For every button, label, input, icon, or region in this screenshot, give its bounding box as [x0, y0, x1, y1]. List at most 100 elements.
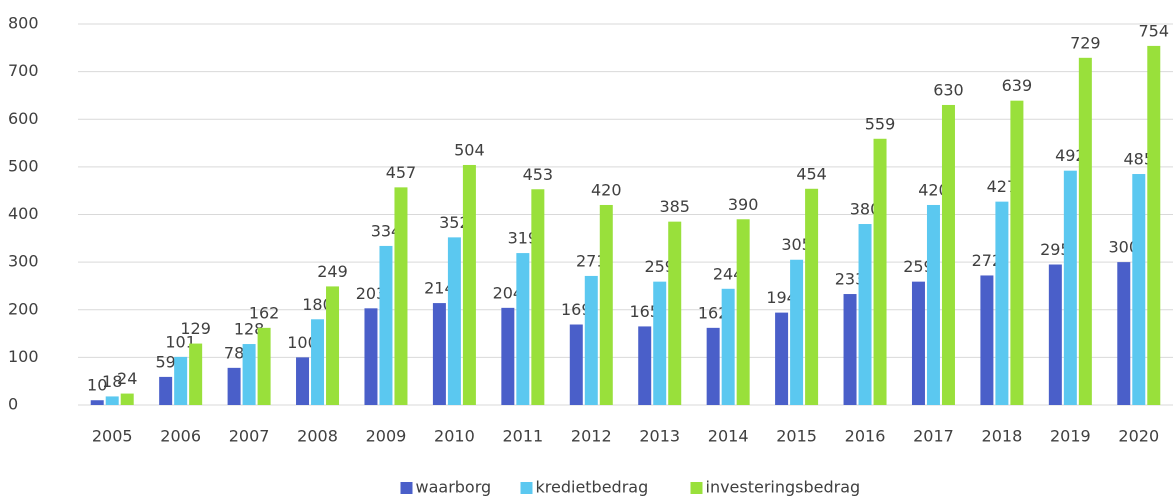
- bar: [584, 275, 598, 405]
- data-label: 165: [629, 302, 660, 321]
- y-tick-label: 800: [8, 14, 39, 33]
- data-label: 390: [728, 195, 759, 214]
- bar: [516, 253, 530, 405]
- data-label: 24: [117, 369, 137, 388]
- data-label: 300: [1109, 238, 1140, 257]
- bar: [599, 204, 613, 405]
- data-label: 271: [576, 251, 607, 270]
- data-label: 214: [424, 279, 455, 298]
- bar: [1048, 264, 1062, 405]
- legend-swatch: [690, 482, 703, 494]
- bar: [462, 164, 476, 405]
- data-label: 10: [87, 376, 107, 395]
- bar: [911, 281, 925, 405]
- bar: [721, 288, 735, 405]
- bar: [638, 326, 652, 405]
- data-label: 162: [249, 303, 280, 322]
- bar: [432, 303, 446, 405]
- bar: [843, 294, 857, 405]
- bar: [394, 187, 408, 405]
- data-label: 729: [1070, 33, 1101, 52]
- data-label: 295: [1040, 240, 1071, 259]
- bar: [653, 281, 667, 405]
- data-label: 453: [523, 165, 554, 184]
- bar: [805, 188, 819, 405]
- bar: [326, 286, 340, 405]
- data-label: 129: [180, 319, 211, 338]
- x-tick-label: 2006: [160, 427, 201, 446]
- bar: [1078, 57, 1092, 405]
- bar: [926, 204, 940, 405]
- legend-swatch: [400, 482, 413, 494]
- data-label: 128: [234, 320, 265, 339]
- y-tick-label: 200: [8, 299, 39, 318]
- legend-label: investeringsbedrag: [706, 478, 861, 497]
- bar: [159, 376, 173, 405]
- data-label: 305: [781, 235, 812, 254]
- data-label: 180: [302, 295, 333, 314]
- data-label: 101: [165, 332, 196, 351]
- x-tick-label: 2017: [913, 427, 954, 446]
- legend-label: kredietbedrag: [536, 478, 649, 497]
- x-tick-label: 2018: [982, 427, 1023, 446]
- bar: [941, 104, 955, 406]
- x-tick-label: 2009: [366, 427, 407, 446]
- bar: [311, 319, 325, 405]
- data-label: 319: [508, 229, 539, 248]
- bar: [105, 396, 119, 405]
- data-label: 420: [918, 180, 949, 199]
- data-label: 194: [766, 288, 797, 307]
- legend-swatch: [520, 482, 533, 494]
- data-label: 203: [356, 284, 387, 303]
- bar: [1010, 100, 1024, 406]
- x-tick-label: 2012: [571, 427, 612, 446]
- data-label: 259: [903, 257, 934, 276]
- bar: [736, 219, 750, 405]
- data-label: 244: [713, 264, 744, 283]
- bar: [120, 393, 134, 405]
- data-label: 420: [591, 180, 622, 199]
- data-label: 204: [493, 283, 524, 302]
- bar: [242, 344, 256, 405]
- bar: [501, 307, 515, 405]
- x-tick-label: 2008: [297, 427, 338, 446]
- y-tick-label: 100: [8, 347, 39, 366]
- data-label: 485: [1124, 150, 1155, 169]
- bar: [1147, 45, 1161, 405]
- data-label: 504: [454, 140, 485, 159]
- data-label: 754: [1139, 21, 1170, 40]
- bar: [980, 275, 994, 405]
- data-label: 162: [698, 303, 729, 322]
- data-label: 385: [659, 197, 690, 216]
- x-tick-label: 2020: [1118, 427, 1159, 446]
- data-label: 454: [796, 164, 827, 183]
- bar: [790, 259, 804, 405]
- data-label: 233: [835, 270, 866, 289]
- data-label: 272: [972, 251, 1003, 270]
- bar: [775, 312, 789, 405]
- bar: [668, 221, 682, 405]
- data-label: 259: [644, 257, 675, 276]
- bar: [706, 327, 720, 405]
- bar: [995, 201, 1009, 405]
- bar: [227, 367, 241, 405]
- data-label: 352: [439, 213, 470, 232]
- x-tick-label: 2013: [639, 427, 680, 446]
- data-label: 639: [1002, 76, 1033, 95]
- y-tick-label: 700: [8, 61, 39, 80]
- bar: [873, 138, 887, 405]
- data-label: 334: [371, 221, 402, 240]
- x-tick-label: 2019: [1050, 427, 1091, 446]
- bar: [174, 356, 188, 405]
- x-tick-label: 2011: [502, 427, 543, 446]
- data-label: 559: [865, 114, 896, 133]
- data-label: 427: [987, 177, 1018, 196]
- bar: [858, 224, 872, 405]
- y-tick-label: 300: [8, 252, 39, 271]
- data-label: 457: [386, 163, 417, 182]
- bar: [531, 189, 545, 405]
- x-tick-label: 2016: [845, 427, 886, 446]
- bar: [189, 343, 203, 405]
- bar: [257, 327, 271, 405]
